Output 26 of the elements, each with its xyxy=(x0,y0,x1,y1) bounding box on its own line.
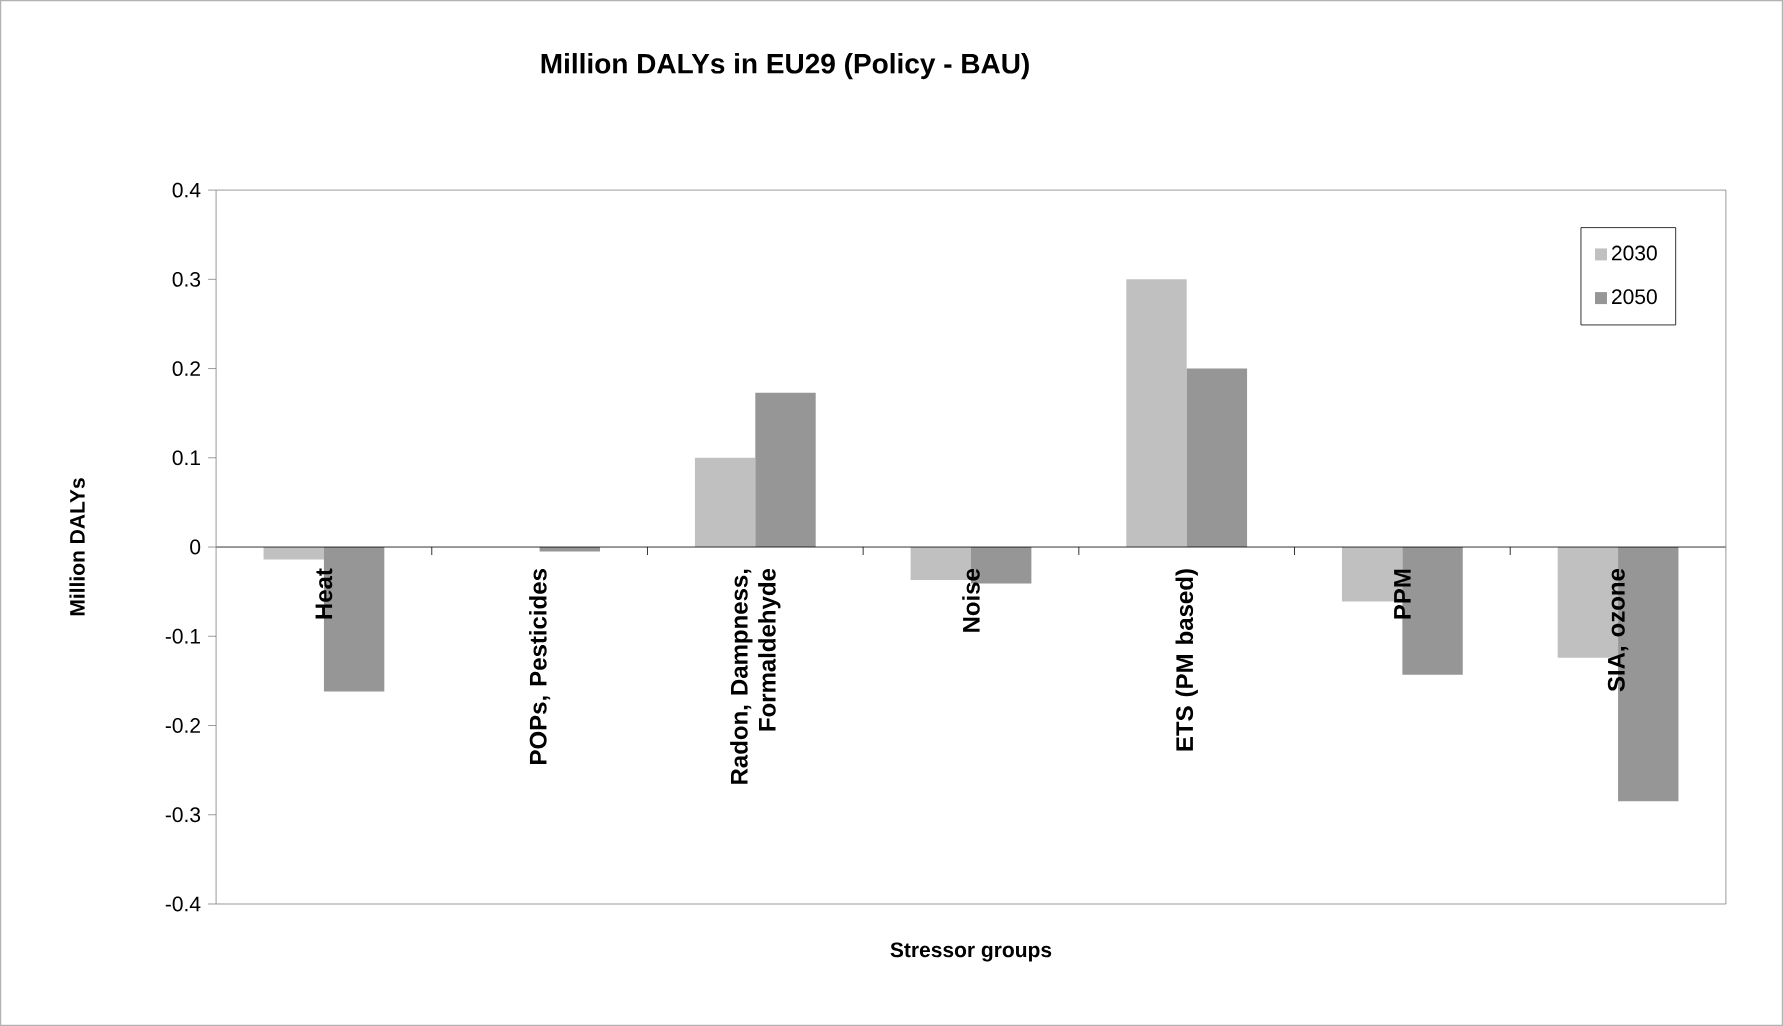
legend-label: 2030 xyxy=(1612,245,1657,261)
bar xyxy=(1186,368,1248,548)
y-tick-label: -0.3 xyxy=(165,807,201,823)
x-axis-title: Stressor groups xyxy=(890,942,1052,962)
x-tick-label: PPM xyxy=(1394,569,1411,619)
y-tick-label: -0.1 xyxy=(165,628,200,644)
x-tick-label: SIA, ozone xyxy=(1607,568,1629,692)
y-tick-label: -0.4 xyxy=(165,896,201,912)
x-tick-label: POPs, Pesticides xyxy=(529,569,551,764)
y-tick-label: 0 xyxy=(190,539,201,555)
x-tick-label: Radon, Dampness, Formaldehyde xyxy=(730,568,781,784)
bar xyxy=(263,547,324,560)
legend-label: 2050 xyxy=(1612,289,1657,305)
bar xyxy=(755,392,816,548)
chart-title: Million DALYs in EU29 (Policy - BAU) xyxy=(541,53,1029,80)
y-axis-title: Million DALYs xyxy=(69,478,85,616)
x-tick-label: ETS (PM based) xyxy=(1175,569,1198,751)
y-tick-label: 0.4 xyxy=(172,182,201,198)
x-tick-label: Noise xyxy=(962,568,980,632)
y-tick-label: -0.2 xyxy=(165,718,200,733)
y-tick-label: 0.3 xyxy=(172,271,201,287)
x-tick-label: Heat xyxy=(315,568,333,619)
y-tick-label: 0.2 xyxy=(172,361,200,376)
bar xyxy=(1126,279,1187,548)
bar xyxy=(694,457,756,548)
y-tick-label: 0.1 xyxy=(172,450,200,466)
